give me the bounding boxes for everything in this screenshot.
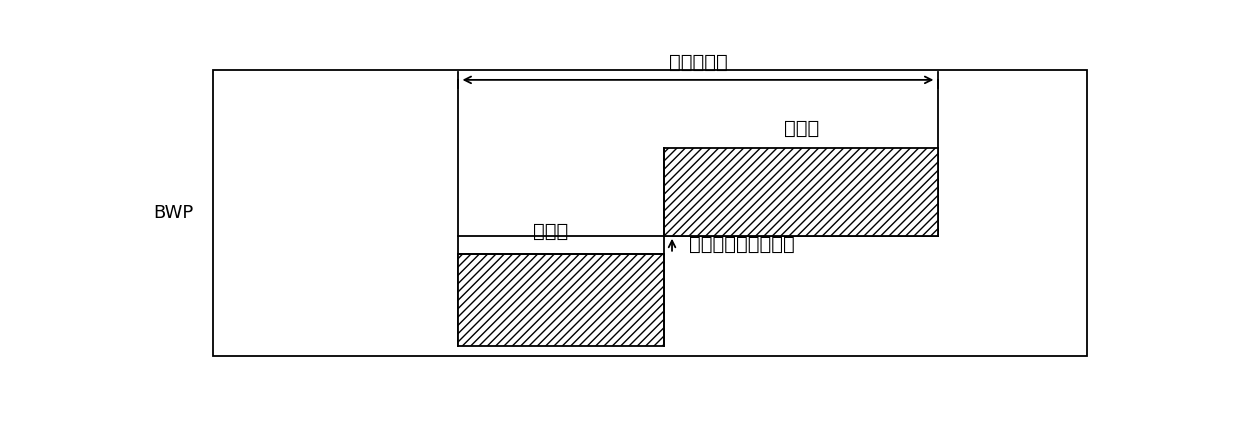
Bar (213, 70, 1087, 356)
Text: 时隙内跳频: 时隙内跳频 (668, 53, 728, 72)
Text: 第一跳: 第一跳 (533, 222, 568, 241)
Bar (458, 254, 665, 346)
Bar (665, 148, 939, 236)
Text: 第二跳: 第二跳 (784, 119, 818, 138)
Text: BWP: BWP (154, 204, 193, 222)
Text: 跳频的频域位置偏移: 跳频的频域位置偏移 (689, 235, 795, 254)
